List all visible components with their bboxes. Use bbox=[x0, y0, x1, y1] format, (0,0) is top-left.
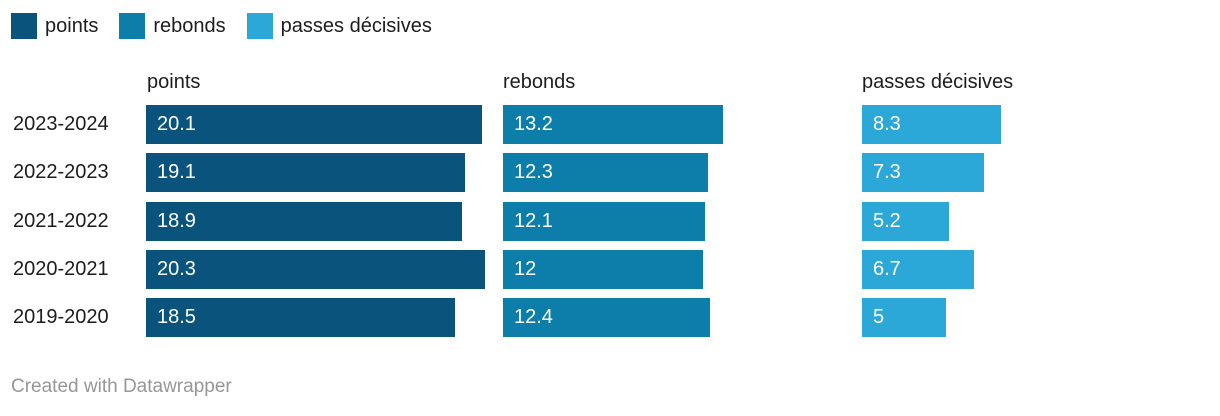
bar-value-label: 20.3 bbox=[157, 258, 196, 280]
bar-passes-decisives-2020-2021: 6.7 bbox=[862, 250, 974, 289]
bar-value-label: 13.2 bbox=[514, 113, 553, 135]
bar-value-label: 12.4 bbox=[514, 306, 553, 328]
legend-item-rebonds: rebonds bbox=[119, 13, 226, 39]
bar-value-label: 18.5 bbox=[157, 306, 196, 328]
bar-value-label: 5.2 bbox=[873, 210, 901, 232]
bar-rebonds-2023-2024: 13.2 bbox=[503, 105, 723, 144]
bar-value-label: 7.3 bbox=[873, 161, 901, 183]
row-label-2021-2022: 2021-2022 bbox=[13, 210, 109, 232]
row-label-2022-2023: 2022-2023 bbox=[13, 161, 109, 183]
legend-label-points: points bbox=[45, 15, 99, 37]
bar-points-2023-2024: 20.1 bbox=[146, 105, 482, 144]
bar-points-2022-2023: 19.1 bbox=[146, 153, 465, 192]
column-header-rebonds: rebonds bbox=[503, 71, 576, 93]
legend-item-passes-decisives: passes décisives bbox=[246, 13, 432, 39]
bar-value-label: 18.9 bbox=[157, 210, 196, 232]
bar-passes-decisives-2022-2023: 7.3 bbox=[862, 153, 984, 192]
bar-rebonds-2022-2023: 12.3 bbox=[503, 153, 708, 192]
bar-points-2021-2022: 18.9 bbox=[146, 202, 462, 241]
legend-item-points: points bbox=[11, 13, 98, 39]
footer-credit: Created with Datawrapper bbox=[11, 376, 232, 397]
bar-value-label: 5 bbox=[873, 306, 885, 328]
bar-points-2019-2020: 18.5 bbox=[146, 298, 455, 337]
legend: points rebonds passes décisives bbox=[11, 13, 432, 39]
bar-value-label: 12.3 bbox=[514, 161, 553, 183]
bar-rebonds-2021-2022: 12.1 bbox=[503, 202, 705, 241]
row-label-2019-2020: 2019-2020 bbox=[13, 306, 109, 328]
bar-value-label: 6.7 bbox=[873, 258, 901, 280]
bar-passes-decisives-2023-2024: 8.3 bbox=[862, 105, 1001, 144]
bar-value-label: 19.1 bbox=[157, 161, 196, 183]
legend-swatch-points bbox=[11, 13, 37, 39]
bar-value-label: 12 bbox=[514, 258, 537, 280]
bar-passes-decisives-2021-2022: 5.2 bbox=[862, 202, 949, 241]
bar-points-2020-2021: 20.3 bbox=[146, 250, 485, 289]
legend-swatch-rebonds bbox=[119, 13, 146, 39]
row-label-2020-2021: 2020-2021 bbox=[13, 258, 109, 280]
bar-rebonds-2019-2020: 12.4 bbox=[503, 298, 710, 337]
row-label-2023-2024: 2023-2024 bbox=[13, 113, 109, 135]
legend-swatch-passes-decisives bbox=[246, 13, 273, 39]
column-header-points: points bbox=[147, 71, 201, 93]
legend-label-rebonds: rebonds bbox=[153, 15, 226, 37]
bar-passes-decisives-2019-2020: 5 bbox=[862, 298, 946, 337]
bar-value-label: 20.1 bbox=[157, 113, 196, 135]
bar-rebonds-2020-2021: 12 bbox=[503, 250, 703, 289]
column-header-passes-decisives: passes décisives bbox=[862, 71, 1014, 93]
legend-label-passes-decisives: passes décisives bbox=[280, 15, 432, 37]
bar-value-label: 12.1 bbox=[514, 210, 553, 232]
bar-value-label: 8.3 bbox=[873, 113, 901, 135]
